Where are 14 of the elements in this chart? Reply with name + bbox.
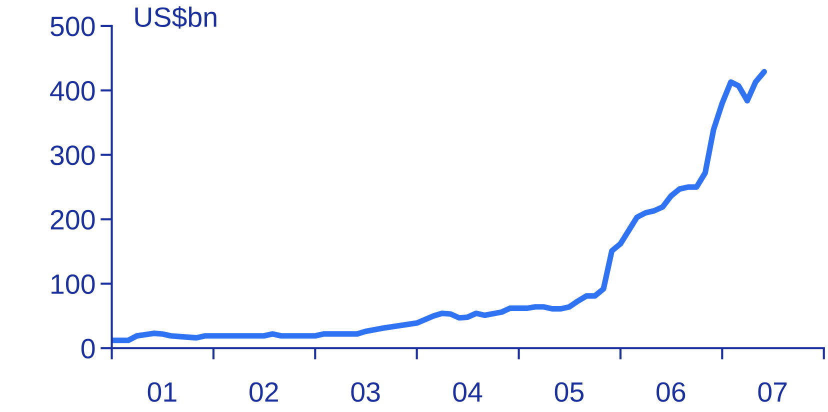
y-tick-label: 400 — [50, 81, 95, 101]
y-tick-label: 300 — [50, 146, 95, 166]
y-tick-label: 500 — [50, 16, 95, 36]
y-tick-label: 100 — [52, 274, 95, 294]
x-tick-label: 05 — [554, 382, 584, 402]
x-tick-label: 02 — [250, 382, 278, 402]
x-tick-label: 01 — [148, 382, 176, 402]
y-tick-label: 0 — [81, 338, 95, 358]
y-tick-label: 200 — [50, 210, 95, 230]
x-tick-label: 03 — [351, 382, 380, 402]
x-tick-label: 07 — [758, 382, 787, 402]
y-axis-title: US$bn — [135, 6, 216, 29]
x-tick-label: 06 — [656, 382, 686, 402]
x-tick-label: 04 — [453, 382, 482, 402]
